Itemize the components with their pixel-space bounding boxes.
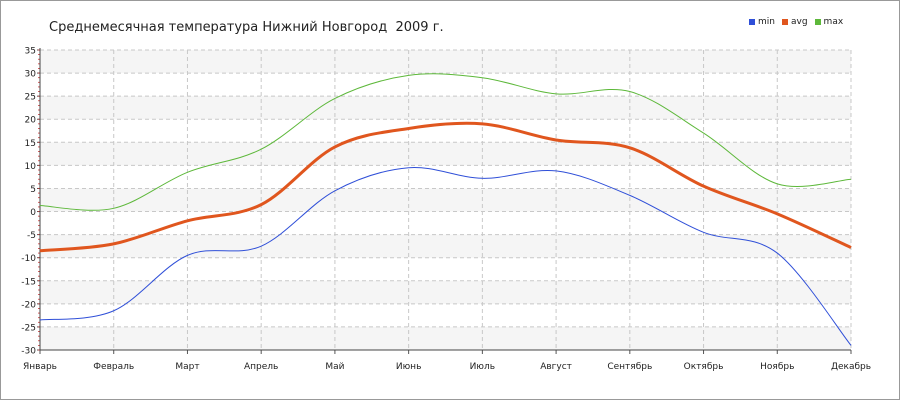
y-tick-label: -30 [21,347,36,357]
chart-legend: min avg max [749,17,843,27]
x-tick-label: Декабрь [831,362,871,372]
chart-title: Среднемесячная температура Нижний Новгор… [49,20,444,35]
grid-band [40,234,851,258]
y-tick-label: -15 [21,277,36,287]
y-tick-label: 30 [25,70,37,80]
x-tick-label: Октябрь [684,362,724,372]
x-tick-label: Май [325,362,344,372]
y-tick-label: -10 [21,254,36,264]
series-line-min [39,166,852,346]
legend-swatch-min [749,19,755,25]
grid-band [40,50,851,74]
legend-swatch-avg [781,19,788,25]
x-tick-label: Июль [470,362,495,372]
legend-label-avg: avg [790,17,808,27]
y-tick-label: 15 [25,139,36,149]
series-line-max [39,73,852,211]
grid-band [40,280,851,304]
legend-label-max: max [823,17,844,27]
y-tick-label: 25 [25,93,36,103]
series-line-avg [39,121,852,253]
grid-band [40,326,851,350]
x-tick-label: Ноябрь [760,362,794,372]
grid-band [40,96,851,120]
x-tick-label: Январь [23,362,57,372]
legend-item-min: min [749,17,775,27]
x-tick-label: Сентябрь [607,362,652,372]
y-tick-label: -25 [21,323,36,333]
legend-item-avg: avg [781,17,808,27]
grid-band [40,188,851,212]
legend-item-max: max [814,17,844,27]
y-tick-label: -20 [21,300,36,310]
x-tick-label: Август [540,362,572,372]
y-tick-label: -5 [27,231,36,241]
y-tick-label: 10 [25,162,37,172]
legend-swatch-max [814,19,821,25]
y-tick-label: 0 [30,208,36,218]
y-tick-label: 35 [25,47,36,57]
grid-band [40,142,851,166]
x-tick-label: Июнь [396,362,422,372]
x-tick-label: Апрель [244,362,278,372]
y-tick-label: 20 [25,116,37,126]
x-tick-label: Февраль [93,362,134,372]
y-tick-label: 5 [30,185,36,195]
legend-label-min: min [758,17,775,27]
x-tick-label: Март [175,362,199,372]
